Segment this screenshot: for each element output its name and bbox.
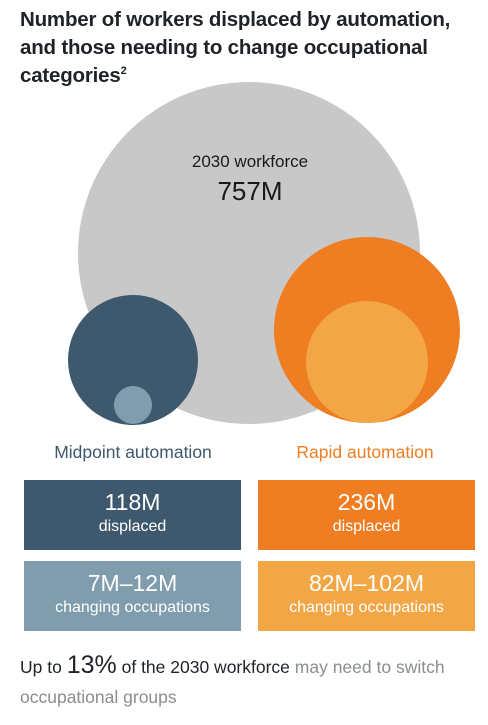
midpoint-changing-value: 7M–12M (87, 570, 178, 596)
midpoint-displaced-value: 118M (104, 489, 161, 515)
rapid-changing-bubble (306, 301, 428, 423)
workforce-value: 757M (217, 176, 283, 206)
footer-middle: of the 2030 workforce (116, 657, 290, 677)
midpoint-changing-box: 7M–12M changing occupations (24, 561, 241, 631)
workforce-label: 2030 workforce (191, 152, 309, 171)
footer-percent: 13% (66, 651, 117, 679)
rapid-changing-value: 82M–102M (308, 570, 425, 596)
rapid-displaced-caption: displaced (332, 518, 401, 535)
midpoint-automation-label: Midpoint automation (54, 442, 212, 462)
chart-title: Number of workers displaced by automatio… (20, 6, 480, 90)
midpoint-changing-bubble (114, 386, 152, 424)
rapid-displaced-box: 236M displaced (258, 480, 475, 550)
midpoint-displaced-caption: displaced (98, 518, 167, 535)
rapid-displaced-value: 236M (337, 489, 396, 515)
midpoint-changing-caption: changing occupations (55, 599, 210, 616)
rapid-automation-label: Rapid automation (296, 442, 434, 462)
footnote-marker: 2 (120, 65, 127, 78)
chart-title-text: Number of workers displaced by automatio… (20, 8, 451, 87)
midpoint-displaced-box: 118M displaced (24, 480, 241, 550)
footer-note: Up to 13% of the 2030 workforce may need… (20, 650, 480, 712)
rapid-changing-box: 82M–102M changing occupations (258, 561, 475, 631)
footer-suffix: may need to switch occupational groups (20, 657, 445, 707)
midpoint-displaced-bubble (68, 295, 198, 425)
bubble-chart (68, 82, 460, 425)
rapid-changing-caption: changing occupations (289, 599, 444, 616)
footer-prefix: Up to (20, 657, 67, 677)
